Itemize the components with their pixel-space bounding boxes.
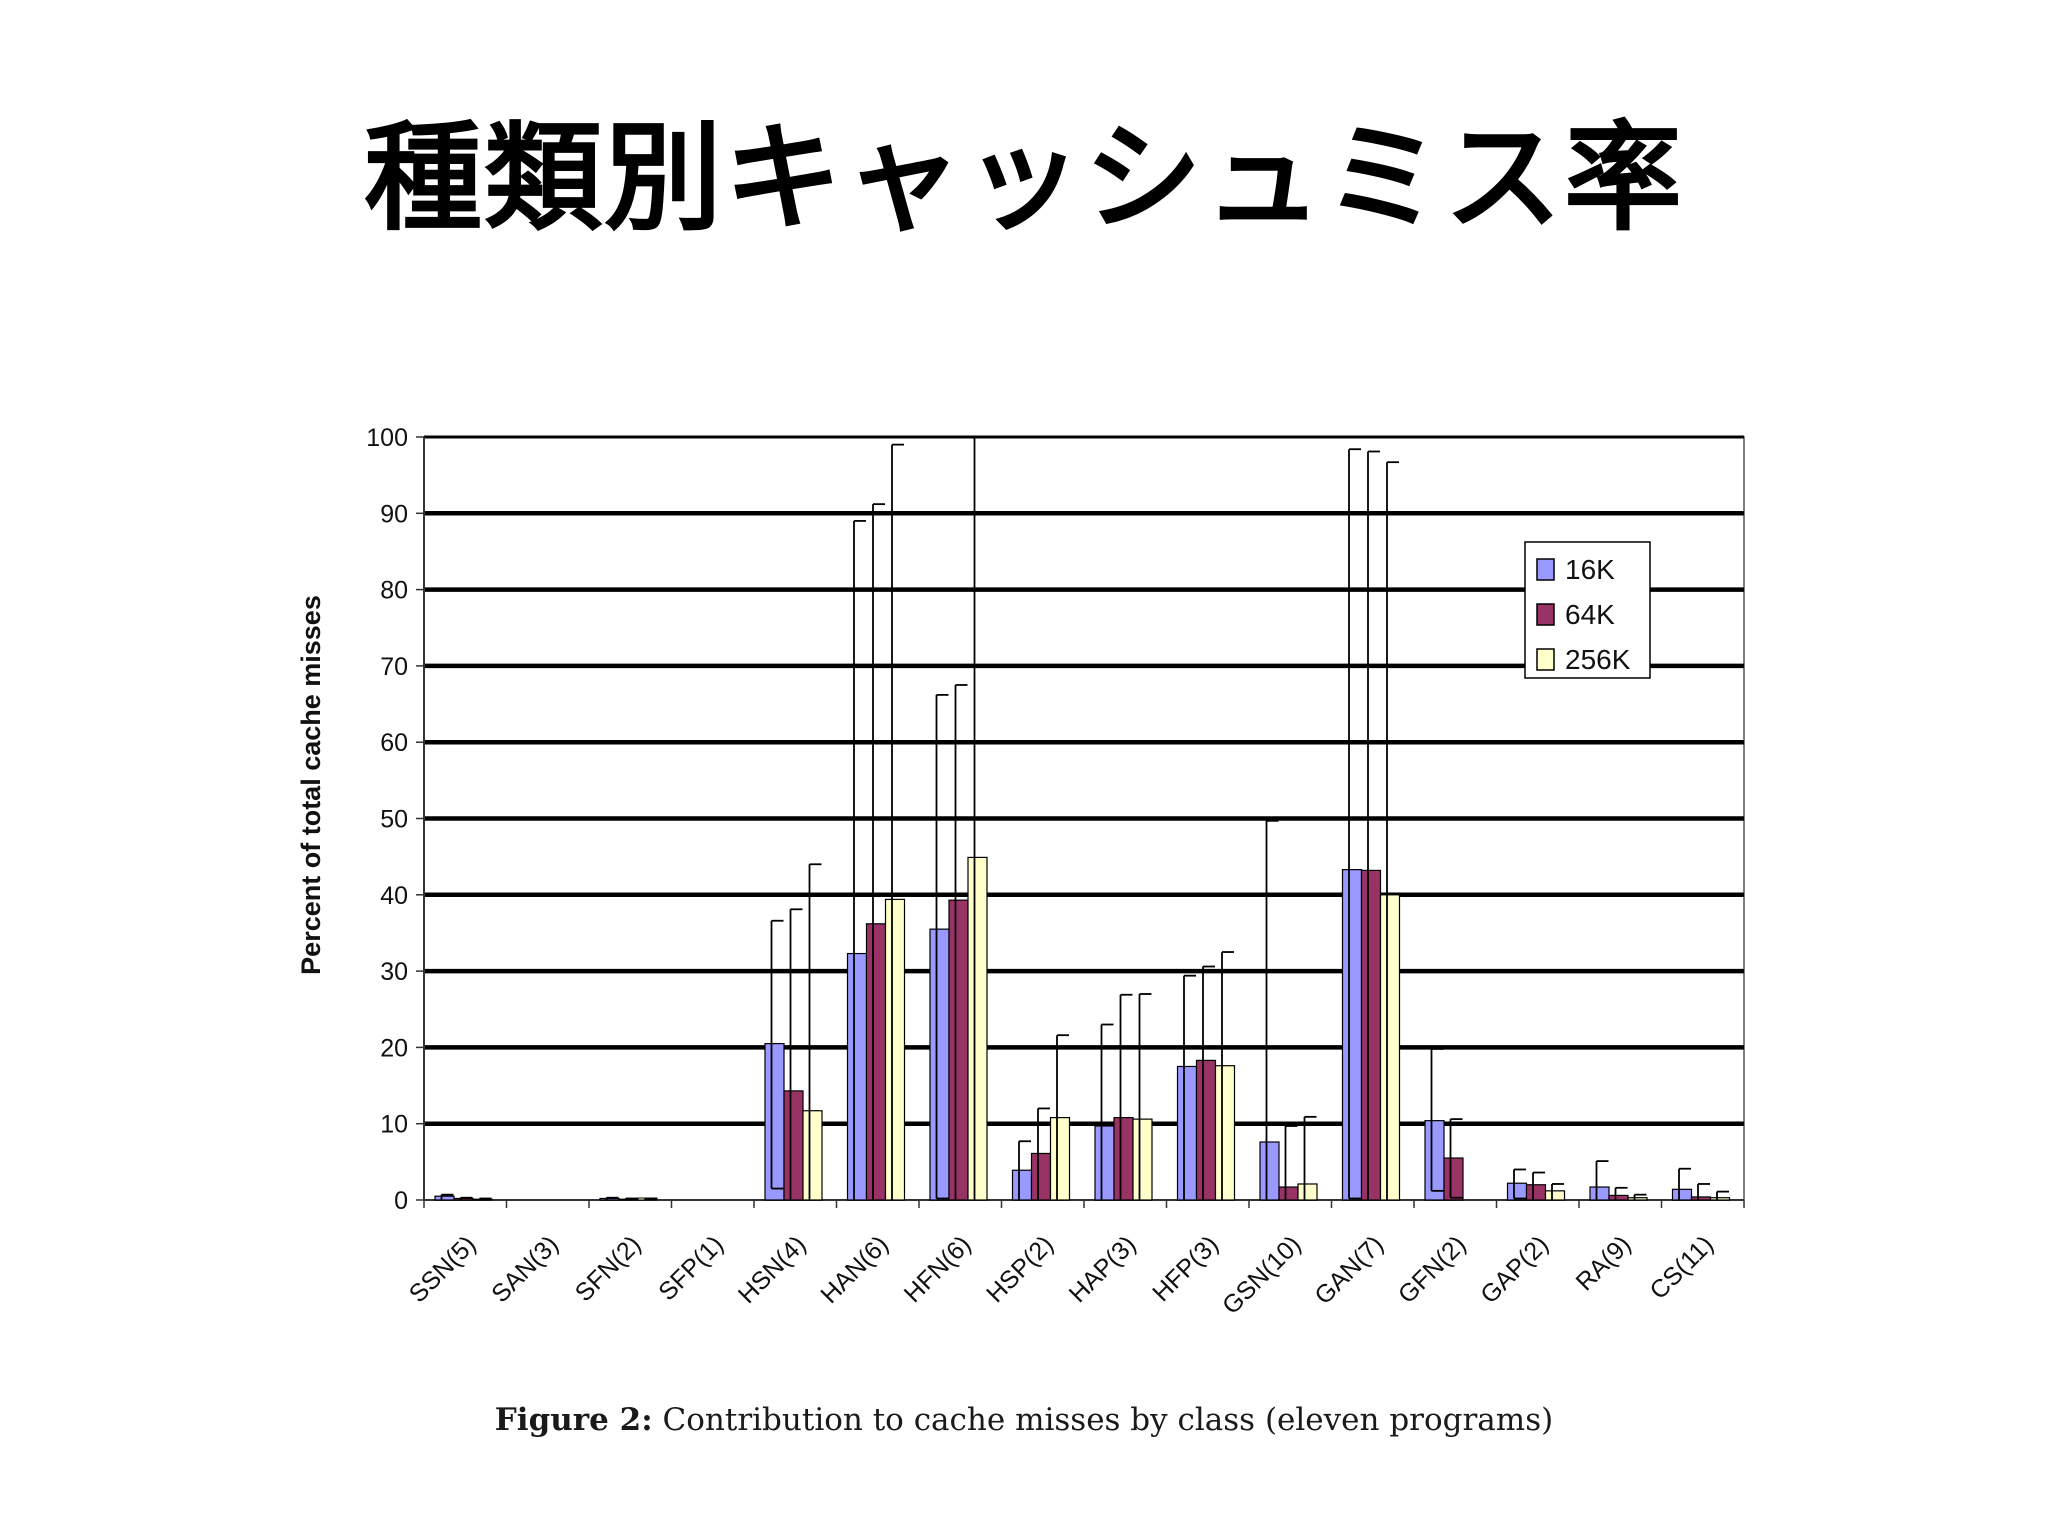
bar-16k	[846, 952, 868, 1201]
bar-64k	[1690, 1196, 1712, 1201]
bar-64k	[453, 1197, 474, 1201]
bar-64k	[1113, 1116, 1134, 1201]
x-tick-label: HSN(4)	[733, 1230, 812, 1309]
y-tick-label: 30	[380, 958, 408, 986]
y-tick-label: 90	[380, 500, 408, 528]
x-tick-label: GFN(2)	[1393, 1230, 1472, 1309]
bar-256k	[967, 856, 988, 1201]
x-tick-label: HSP(2)	[981, 1230, 1059, 1308]
bar-16k	[1259, 1141, 1280, 1201]
bar-64k	[1360, 869, 1382, 1201]
y-tick-label: 20	[380, 1034, 408, 1062]
bar-256k	[1627, 1197, 1648, 1201]
y-tick-label: 0	[394, 1187, 408, 1215]
x-tick-label: SAN(3)	[486, 1230, 564, 1308]
bar-256k	[1297, 1183, 1318, 1201]
x-tick-label: SFN(2)	[570, 1230, 647, 1307]
legend-label-64k: 64K	[1565, 599, 1615, 630]
bar-64k	[1030, 1152, 1052, 1201]
bar-256k	[884, 898, 906, 1201]
y-tick-label: 50	[380, 806, 408, 834]
bar-64k	[1195, 1059, 1217, 1201]
x-tick-label: GAP(2)	[1475, 1230, 1554, 1309]
bar-256k	[802, 1110, 823, 1201]
bar-16k	[1424, 1120, 1445, 1201]
caption-prefix: Figure 2:	[494, 1402, 653, 1438]
x-tick-label: HAP(3)	[1064, 1230, 1142, 1308]
bar-64k	[1608, 1194, 1629, 1201]
bar-64k	[948, 899, 969, 1201]
bar-256k	[1709, 1197, 1731, 1201]
y-tick-label: 40	[380, 882, 408, 910]
legend-swatch-256k	[1536, 648, 1555, 671]
bar-16k	[929, 928, 950, 1201]
bar-64k	[1525, 1184, 1547, 1201]
x-tick-label: RA(9)	[1571, 1230, 1637, 1296]
bar-256k	[1379, 894, 1401, 1201]
x-tick-label: SFP(1)	[653, 1230, 729, 1306]
x-tick-label: GAN(7)	[1309, 1230, 1389, 1310]
slide-title: 種類別キャッシュミス率	[363, 109, 1684, 247]
caption-text: Contribution to cache misses by class (e…	[662, 1402, 1554, 1438]
bar-64k	[1278, 1186, 1299, 1201]
y-tick-label: 70	[380, 653, 408, 681]
legend-swatch-64k	[1536, 603, 1555, 626]
bar-64k	[1443, 1157, 1464, 1201]
y-axis-label: Percent of total cache misses	[296, 595, 326, 975]
legend-label-16k: 16K	[1565, 554, 1615, 585]
y-tick-label: 10	[380, 1111, 408, 1139]
bar-64k	[783, 1090, 804, 1201]
bar-16k	[1589, 1186, 1610, 1201]
bar-16k	[1011, 1169, 1033, 1201]
x-tick-label: HFP(3)	[1147, 1230, 1224, 1307]
x-tick-label: HFN(6)	[899, 1230, 977, 1308]
bar-256k	[1132, 1118, 1153, 1201]
legend-label-256k: 256K	[1565, 644, 1631, 675]
bar-16k	[599, 1197, 620, 1201]
bar-256k	[1049, 1116, 1071, 1201]
bar-16k	[434, 1195, 455, 1201]
x-tick-label: CS(11)	[1645, 1230, 1719, 1304]
bar-16k	[764, 1042, 785, 1201]
chart-layer: 0 10 20 30 40 50 60 70 80 90 100 SSN(5) SAN(3) SFN(2)…	[366, 424, 1745, 1320]
x-tick-label: HAN(6)	[815, 1230, 894, 1309]
bar-16k	[1506, 1182, 1528, 1201]
legend-swatch-16k	[1536, 558, 1555, 581]
figure-caption: Figure 2: Contribution to cache misses b…	[0, 1402, 2048, 1438]
x-tick-label: GSN(10)	[1217, 1230, 1307, 1320]
x-tick-label: SSN(5)	[404, 1230, 482, 1308]
bar-16k	[1094, 1125, 1115, 1201]
y-tick-label: 100	[366, 424, 408, 452]
bar-16k	[1341, 869, 1363, 1201]
y-tick-label: 60	[380, 729, 408, 757]
bar-16k	[1176, 1065, 1198, 1201]
bar-16k	[1671, 1188, 1693, 1201]
bar-64k	[865, 923, 887, 1201]
bar-256k	[1544, 1190, 1566, 1201]
y-tick-label: 80	[380, 577, 408, 605]
bar-256k	[1214, 1065, 1236, 1201]
